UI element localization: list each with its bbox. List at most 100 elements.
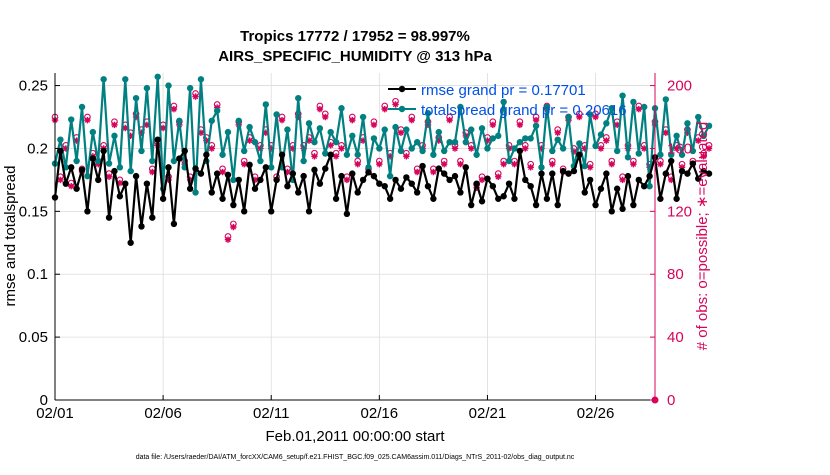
obs-evaluated-marker <box>619 176 626 184</box>
obs-evaluated-marker <box>408 116 415 124</box>
totalspread-point <box>105 160 113 167</box>
rmse-point <box>657 195 664 202</box>
totalspread-point <box>116 164 124 171</box>
obs-evaluated-stroke <box>392 101 399 108</box>
totalspread-point <box>468 126 475 133</box>
obs-evaluated-stroke <box>603 137 610 144</box>
totalspread-point <box>224 128 232 136</box>
totalspread-point <box>132 94 140 102</box>
obs-evaluated-stroke <box>192 93 199 100</box>
obs-evaluated-stroke <box>468 145 474 152</box>
totalspread-point <box>608 105 615 112</box>
rmse-point <box>224 171 232 179</box>
obs-evaluated-marker <box>695 137 702 144</box>
obs-evaluated-stroke <box>441 161 447 167</box>
totalspread-point <box>500 98 507 106</box>
totalspread-point <box>532 122 540 130</box>
legend-rmse-marker <box>398 85 406 93</box>
totalspread-point <box>268 164 275 171</box>
rmse-point <box>668 157 675 165</box>
totalspread-point <box>295 94 302 102</box>
rmse-point <box>413 189 421 196</box>
y-axis-label-left: rmse and totalspread <box>2 166 19 307</box>
totalspread-point <box>419 147 426 155</box>
totalspread-point <box>603 120 610 127</box>
rmse-point <box>640 182 648 190</box>
obs-evaluated-stroke <box>517 122 523 128</box>
obs-evaluated-stroke <box>225 236 231 243</box>
obs-evaluated-marker <box>111 121 118 129</box>
rmse-point <box>581 189 588 196</box>
totalspread-point <box>251 138 259 146</box>
obs-evaluated-stroke <box>641 145 647 152</box>
obs-evaluated-stroke <box>354 161 361 167</box>
rmse-point <box>116 193 124 200</box>
rmse-series <box>51 136 713 246</box>
obs-evaluated-marker <box>603 137 610 144</box>
rmse-point <box>230 201 237 209</box>
obs-evaluated-marker <box>705 145 713 152</box>
obs-evaluated-marker <box>327 142 334 149</box>
totalspread-point <box>343 151 351 158</box>
obs-evaluated-stroke <box>452 145 458 152</box>
rmse-point <box>538 170 545 177</box>
obs-evaluated-marker <box>657 160 664 168</box>
rmse-point <box>446 176 453 184</box>
obs-evaluated-stroke <box>403 153 410 160</box>
rmse-point <box>695 175 702 182</box>
totalspread-point <box>262 101 270 108</box>
obs-evaluated-marker <box>430 168 437 176</box>
rmse-point <box>673 195 680 202</box>
rmse-point <box>159 195 167 202</box>
rmse-point <box>532 201 540 209</box>
obs-evaluated-marker <box>662 129 670 136</box>
rmse-point <box>100 147 107 155</box>
totalspread-point <box>381 126 388 133</box>
rmse-point <box>397 185 405 192</box>
rmse-point <box>181 147 188 155</box>
obs-evaluated-stroke <box>587 164 593 171</box>
obs-evaluated-stroke <box>549 161 556 167</box>
obs-evaluated-marker <box>413 168 421 176</box>
obs-evaluated-stroke <box>414 169 420 175</box>
totalspread-point <box>165 82 172 89</box>
x-tick-label: 02/11 <box>253 405 289 422</box>
obs-evaluated-stroke <box>630 161 637 167</box>
rmse-point <box>522 176 529 184</box>
totalspread-point <box>235 117 242 124</box>
obs-evaluated-marker <box>527 164 534 171</box>
obs-evaluated-stroke <box>398 130 404 136</box>
rmse-point <box>73 185 80 192</box>
obs-evaluated-stroke <box>219 169 226 175</box>
rmse-point <box>132 172 140 180</box>
obs-evaluated-stroke <box>306 137 312 144</box>
obs-evaluated-stroke <box>246 137 253 144</box>
chart-title-line1: Tropics 17772 / 17952 = 98.997% <box>240 28 470 45</box>
rmse-point <box>376 180 383 187</box>
obs-evaluated-marker <box>673 145 680 152</box>
totalspread-point <box>635 150 642 157</box>
obs-evaluated-stroke <box>106 174 112 180</box>
obs-evaluated-marker <box>586 164 594 171</box>
obs-evaluated-marker <box>554 129 561 136</box>
obs-evaluated-stroke <box>241 161 247 167</box>
totalspread-point <box>68 116 75 123</box>
y-right-tick-label: 120 <box>667 203 692 220</box>
obs-evaluated-marker <box>592 113 599 121</box>
totalspread-point <box>213 107 221 114</box>
rmse-point <box>684 170 691 177</box>
rmse-point <box>203 151 210 158</box>
obs-evaluated-stroke <box>160 125 166 131</box>
rmse-point <box>565 170 572 177</box>
obs-evaluated-marker <box>68 182 75 190</box>
totalspread-point <box>359 113 367 121</box>
totalspread-point <box>478 125 486 132</box>
rmse-point <box>322 165 329 172</box>
rmse-point <box>149 214 156 221</box>
rmse-point <box>700 167 707 175</box>
totalspread-point <box>440 147 448 155</box>
totalspread-point <box>311 138 318 146</box>
obs-evaluated-marker <box>635 105 642 113</box>
totalspread-point <box>386 172 394 180</box>
rmse-point <box>197 170 205 177</box>
